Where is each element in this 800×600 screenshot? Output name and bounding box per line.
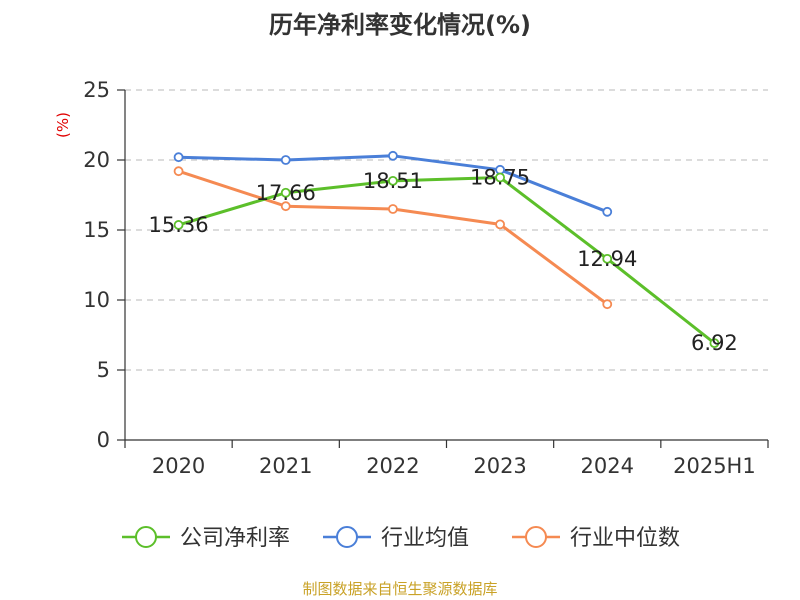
x-tick-label: 2023 <box>473 454 526 478</box>
legend-item[interactable]: 行业中位数 <box>512 526 680 551</box>
y-tick-label: 10 <box>83 288 110 312</box>
chart-title: 历年净利率变化情况(%) <box>269 11 531 39</box>
source-note: 制图数据来自恒生聚源数据库 <box>302 580 497 598</box>
legend-item[interactable]: 公司净利率 <box>122 526 290 551</box>
data-point[interactable] <box>173 220 184 230</box>
legend-label: 行业中位数 <box>570 526 680 551</box>
legend-marker <box>336 526 358 548</box>
data-point[interactable] <box>709 338 720 349</box>
y-tick-label: 25 <box>83 78 110 102</box>
x-tick-label: 2021 <box>259 454 312 478</box>
data-point[interactable] <box>388 150 398 161</box>
data-point[interactable] <box>388 175 398 186</box>
legend[interactable]: 公司净利率 行业均值 行业中位数 <box>122 526 680 551</box>
grid-lines <box>125 89 768 371</box>
data-point[interactable] <box>280 187 291 198</box>
y-tick-label: 20 <box>83 148 110 172</box>
data-point[interactable] <box>280 201 291 212</box>
data-point[interactable] <box>173 152 184 163</box>
legend-marker <box>135 526 157 548</box>
data-point[interactable] <box>602 253 613 264</box>
legend-marker <box>525 526 547 548</box>
data-label: 18.75 <box>470 166 530 190</box>
series-group <box>173 150 720 349</box>
data-label: 15.36 <box>149 213 209 237</box>
data-label: 17.66 <box>256 181 316 205</box>
data-point[interactable] <box>495 219 505 230</box>
data-point[interactable] <box>280 155 291 165</box>
y-unit-label: (%) <box>54 112 72 138</box>
series-line <box>178 176 716 345</box>
data-point[interactable] <box>495 172 505 183</box>
x-tick-label: 2020 <box>152 454 205 478</box>
data-point[interactable] <box>602 299 613 310</box>
y-tick-label: 15 <box>83 218 110 242</box>
data-label: 12.94 <box>577 247 637 271</box>
axes: 0 5 10 15 20 25 2020 2021 2022 2023 2024 2025H1 <box>83 78 769 478</box>
legend-item[interactable]: 行业均值 <box>323 526 469 551</box>
y-tick-label: 5 <box>97 358 110 382</box>
data-label: 18.51 <box>363 169 423 193</box>
data-label: 6.92 <box>691 331 738 355</box>
x-tick-label: 2022 <box>366 454 419 478</box>
legend-label: 行业均值 <box>381 526 469 551</box>
legend-label: 公司净利率 <box>180 526 290 551</box>
y-tick-label: 0 <box>97 428 110 452</box>
data-labels: 15.36 17.66 18.51 18.75 12.94 6.92 <box>149 166 738 356</box>
x-tick-label: 2024 <box>581 454 634 478</box>
x-tick-label: 2025H1 <box>673 454 756 478</box>
data-point[interactable] <box>173 166 184 177</box>
data-point[interactable] <box>388 204 398 214</box>
data-point[interactable] <box>602 206 613 217</box>
